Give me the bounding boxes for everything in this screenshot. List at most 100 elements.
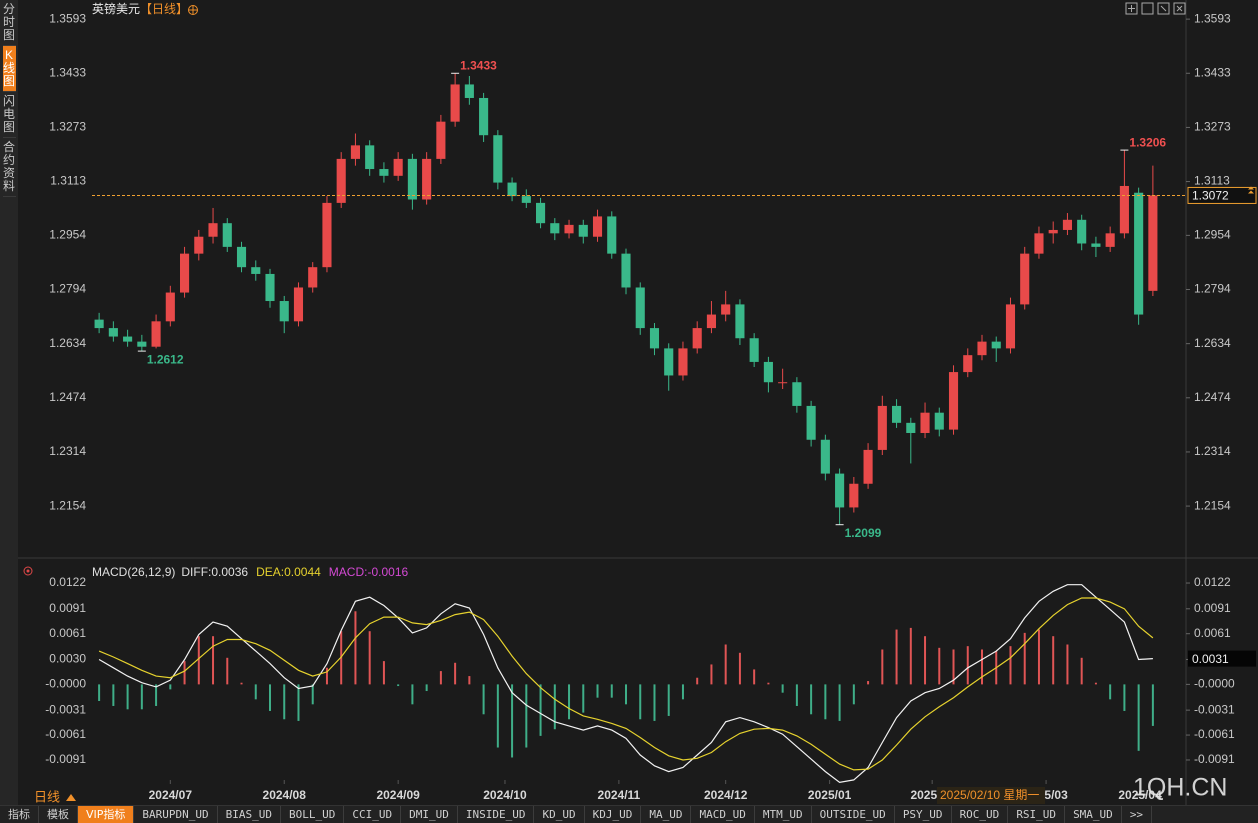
candle-body xyxy=(635,287,645,329)
candles xyxy=(94,73,1158,525)
candle-body xyxy=(806,405,816,440)
candle-body xyxy=(350,145,360,159)
candle-body xyxy=(778,382,788,384)
toolbar-tab[interactable]: SMA_UD xyxy=(1065,806,1122,823)
toolbar-tab[interactable]: INSIDE_UD xyxy=(458,806,535,823)
diff-box xyxy=(1188,650,1256,667)
toolbar-tab[interactable]: DMI_UD xyxy=(401,806,458,823)
candle-body xyxy=(649,328,660,349)
macd-bar xyxy=(639,684,642,720)
candle-body xyxy=(977,341,987,356)
y-tick-label: -0.0000 xyxy=(45,677,86,691)
candle-body xyxy=(934,412,944,430)
toolbar-tab[interactable]: BARUPDN_UD xyxy=(134,806,218,823)
diff-readout: DIFF:0.0036 xyxy=(181,565,248,579)
toolbar-tab[interactable]: BIAS_UD xyxy=(218,806,281,823)
candle-body xyxy=(621,253,631,288)
macd-bar xyxy=(325,667,328,685)
candle-body xyxy=(1091,243,1101,247)
candle-body xyxy=(422,158,432,200)
candle-body xyxy=(592,216,603,237)
candle-body xyxy=(892,405,902,423)
toolbar-tab[interactable]: 模板 xyxy=(39,806,78,823)
macd-bar xyxy=(610,684,613,698)
macd-bar xyxy=(1137,684,1140,751)
candle-body xyxy=(536,202,546,224)
chart: 英镑美元【日线】 1.3433 1.3206 1.2612 1.2099 MAC… xyxy=(18,0,1258,805)
candle-body xyxy=(479,97,489,136)
macd-bar xyxy=(454,662,457,685)
add-icon xyxy=(188,5,198,15)
y-tick-label-right: 1.3433 xyxy=(1194,65,1231,79)
toolbar-tab[interactable]: >> xyxy=(1122,806,1153,823)
macd-bar xyxy=(981,649,983,685)
candle-body xyxy=(948,372,959,430)
y-tick-label: 1.3593 xyxy=(49,11,86,25)
macd-bar xyxy=(681,684,684,700)
candle-body xyxy=(706,314,716,329)
candle-body xyxy=(94,319,104,329)
y-tick-label-right: 1.3273 xyxy=(1194,120,1231,134)
macd-bar xyxy=(1094,682,1097,685)
macd-bar xyxy=(254,684,257,700)
last-price-marker xyxy=(1248,186,1254,194)
macd-bar xyxy=(781,684,784,693)
sidebar-tab[interactable]: 合约资料 xyxy=(2,138,16,197)
macd-bar xyxy=(397,684,400,687)
toolbar-tab[interactable]: CCI_UD xyxy=(344,806,402,823)
candle-body xyxy=(365,145,375,170)
period: 【日线】 xyxy=(140,2,188,16)
period-arrow[interactable] xyxy=(66,794,76,801)
y-tick-label-right: -0.0091 xyxy=(1194,752,1235,766)
toolbar-tab[interactable]: MA_UD xyxy=(641,806,692,823)
toolbar-tab[interactable]: ROC_UD xyxy=(952,806,1009,823)
dea-readout: DEA:0.0044 xyxy=(256,565,321,579)
toolbar-tab[interactable]: MTM_UD xyxy=(755,806,812,823)
toolbar-tab[interactable]: KDJ_UD xyxy=(585,806,642,823)
macd-bar xyxy=(354,611,357,685)
sidebar: 分时图 K线图 闪电图 合约资料 xyxy=(0,0,18,805)
y-tick-label-right: 0.0091 xyxy=(1194,601,1231,615)
candle-body xyxy=(678,348,688,376)
toolbar-tab[interactable]: OUTSIDE_UD xyxy=(812,806,895,823)
macd-bar xyxy=(197,636,200,685)
y-tick-label: 1.2154 xyxy=(49,498,86,512)
macd-bar xyxy=(382,661,385,685)
sidebar-tab[interactable]: 闪电图 xyxy=(2,92,16,138)
toolbar-tab[interactable]: PSY_UD xyxy=(895,806,952,823)
macd-bar xyxy=(1151,684,1154,726)
y-tick-label-right: 1.2474 xyxy=(1194,390,1231,404)
macd-bar xyxy=(511,684,514,758)
macd-bar xyxy=(283,684,286,720)
candle-body xyxy=(877,405,887,450)
toolbar-tab[interactable]: BOLL_UD xyxy=(281,806,345,823)
candle-body xyxy=(792,382,802,406)
period-switch[interactable]: 日线 xyxy=(34,789,60,804)
y-tick-label: 0.0061 xyxy=(49,626,86,640)
macd-bar xyxy=(439,671,442,685)
candle-body xyxy=(151,321,161,347)
candle-body xyxy=(322,202,332,268)
macd-bar xyxy=(169,684,172,690)
candle-body xyxy=(236,246,247,268)
sidebar-tab[interactable]: K线图 xyxy=(2,46,16,92)
y-tick-label-right: 0.0122 xyxy=(1194,575,1231,589)
toolbar-tab[interactable]: VIP指标 xyxy=(78,806,135,823)
x-tick-label: 2025/01 xyxy=(808,788,852,802)
y-tick-label-right: 1.3113 xyxy=(1194,174,1230,188)
toolbar-tab[interactable]: 指标 xyxy=(0,806,39,823)
toolbar-tab[interactable]: KD_UD xyxy=(534,806,585,823)
sidebar-tab[interactable]: 分时图 xyxy=(2,0,16,46)
macd-readout-value: MACD:-0.0016 xyxy=(329,565,409,579)
macd-bar xyxy=(924,636,927,685)
macd-bar xyxy=(226,657,229,685)
y-tick-label: 1.2314 xyxy=(49,444,86,458)
macd-bar xyxy=(824,684,827,720)
macd-bar xyxy=(938,647,941,685)
toolbar-tab[interactable]: MACD_UD xyxy=(691,806,755,823)
candle-body xyxy=(564,224,574,234)
macd-bar xyxy=(738,652,741,685)
toolbar-tab[interactable]: RSI_UD xyxy=(1008,806,1066,823)
macd-bar xyxy=(140,684,143,710)
